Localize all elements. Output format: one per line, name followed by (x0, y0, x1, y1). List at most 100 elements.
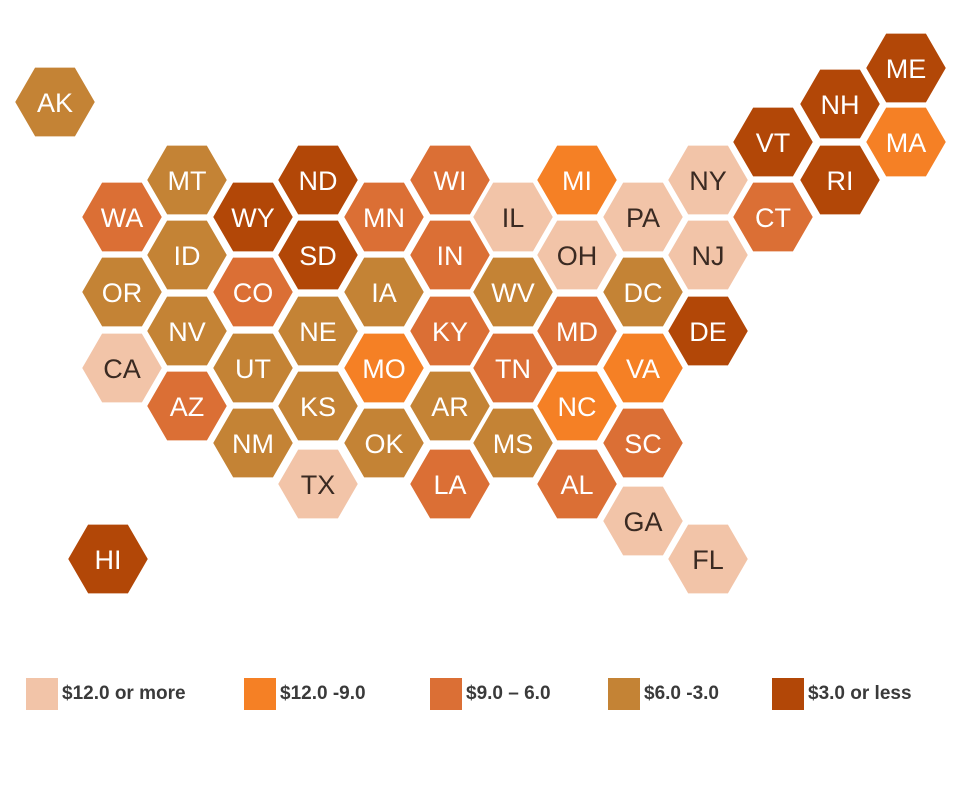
state-hex-id: ID (143, 217, 231, 293)
state-hex-shape (664, 142, 752, 218)
state-hex-nd: ND (274, 142, 362, 218)
state-hex-grid: AK ME NH VT MA RI CT MT ND WI MI NY WA WY MN IL PA ID SD IN… (11, 30, 950, 597)
legend-label: $12.0 -9.0 (280, 683, 366, 704)
state-hex-wa: WA (78, 179, 166, 255)
state-hex-nc: NC (533, 368, 621, 444)
state-hex-me: ME (862, 30, 950, 106)
state-hex-pa: PA (599, 179, 687, 255)
state-hex-nv: NV (143, 293, 231, 369)
state-hex-label: MT (168, 166, 207, 196)
state-hex-sc: SC (599, 405, 687, 481)
state-hex-md: MD (533, 293, 621, 369)
state-hex-shape (78, 254, 166, 330)
state-hex-shape (599, 405, 687, 481)
state-hex-hi: HI (64, 521, 152, 597)
state-hex-label: SD (299, 241, 337, 271)
state-hex-wy: WY (209, 179, 297, 255)
state-hex-de: DE (664, 293, 752, 369)
state-hex-shape (533, 217, 621, 293)
state-hex-label: OR (102, 278, 143, 308)
state-hex-or: OR (78, 254, 166, 330)
state-hex-label: NJ (692, 241, 725, 271)
map-legend: $12.0 or more $12.0 -9.0 $9.0 – 6.0 $6.0 -3… (26, 676, 946, 712)
state-hex-label: MN (363, 203, 405, 233)
state-hex-shape (78, 330, 166, 406)
state-hex-label: CT (755, 203, 791, 233)
state-hex-shape (64, 521, 152, 597)
state-hex-ms: MS (469, 405, 557, 481)
state-hex-label: VA (626, 354, 660, 384)
state-hex-shape (209, 405, 297, 481)
state-hex-label: MI (562, 166, 592, 196)
state-hex-label: IL (502, 203, 525, 233)
state-hex-shape (209, 254, 297, 330)
state-hex-ks: KS (274, 368, 362, 444)
state-hex-label: GA (623, 507, 662, 537)
legend-swatch (430, 678, 462, 710)
state-hex-label: OK (364, 429, 403, 459)
state-hex-label: IA (371, 278, 397, 308)
state-hex-shape (469, 254, 557, 330)
state-hex-label: TN (495, 354, 531, 384)
state-hex-label: DC (624, 278, 663, 308)
state-hex-ia: IA (340, 254, 428, 330)
state-hex-label: WY (231, 203, 275, 233)
state-hex-shape (143, 368, 231, 444)
legend-label: $3.0 or less (808, 683, 912, 704)
state-hex-shape (533, 293, 621, 369)
state-hex-oh: OH (533, 217, 621, 293)
state-hex-label: OH (557, 241, 598, 271)
state-hex-shape (11, 64, 99, 140)
state-hex-nh: NH (796, 66, 884, 142)
state-hex-label: PA (626, 203, 660, 233)
state-hex-tn: TN (469, 330, 557, 406)
state-hex-ri: RI (796, 142, 884, 218)
state-hex-shape (533, 368, 621, 444)
legend-label: $12.0 or more (62, 683, 186, 704)
state-hex-shape (340, 330, 428, 406)
state-hex-az: AZ (143, 368, 231, 444)
state-hex-label: IN (437, 241, 464, 271)
state-hex-shape (796, 66, 884, 142)
state-hex-ga: GA (599, 483, 687, 559)
state-hex-shape (274, 446, 362, 522)
state-hex-label: FL (692, 545, 724, 575)
state-hex-label: NM (232, 429, 274, 459)
state-hex-label: NH (821, 90, 860, 120)
state-hex-shape (274, 293, 362, 369)
state-hex-mi: MI (533, 142, 621, 218)
state-hex-shape (340, 179, 428, 255)
state-hex-label: ND (299, 166, 338, 196)
state-hex-label: CO (233, 278, 274, 308)
state-hex-tx: TX (274, 446, 362, 522)
state-hex-ut: UT (209, 330, 297, 406)
state-hex-shape (599, 254, 687, 330)
legend-label: $9.0 – 6.0 (466, 683, 551, 704)
state-hex-label: WA (101, 203, 144, 233)
state-hex-ca: CA (78, 330, 166, 406)
state-hex-shape (599, 483, 687, 559)
state-hex-sd: SD (274, 217, 362, 293)
legend-label: $6.0 -3.0 (644, 683, 719, 704)
state-hex-shape (340, 254, 428, 330)
state-hex-label: NC (558, 392, 597, 422)
state-hex-ma: MA (862, 104, 950, 180)
state-hex-in: IN (406, 217, 494, 293)
state-hex-ne: NE (274, 293, 362, 369)
legend-item: $12.0 -9.0 (244, 676, 366, 712)
state-hex-label: TX (301, 470, 336, 500)
state-hex-label: WV (491, 278, 535, 308)
state-hex-shape (274, 368, 362, 444)
state-hex-ar: AR (406, 368, 494, 444)
state-hex-shape (469, 405, 557, 481)
legend-swatch (244, 678, 276, 710)
state-hex-shape (599, 179, 687, 255)
state-hex-shape (664, 293, 752, 369)
state-hex-label: AZ (170, 392, 205, 422)
state-hex-label: AL (560, 470, 593, 500)
state-hex-ak: AK (11, 64, 99, 140)
state-hex-nm: NM (209, 405, 297, 481)
state-hex-label: HI (95, 545, 122, 575)
state-hex-label: AK (37, 88, 73, 118)
